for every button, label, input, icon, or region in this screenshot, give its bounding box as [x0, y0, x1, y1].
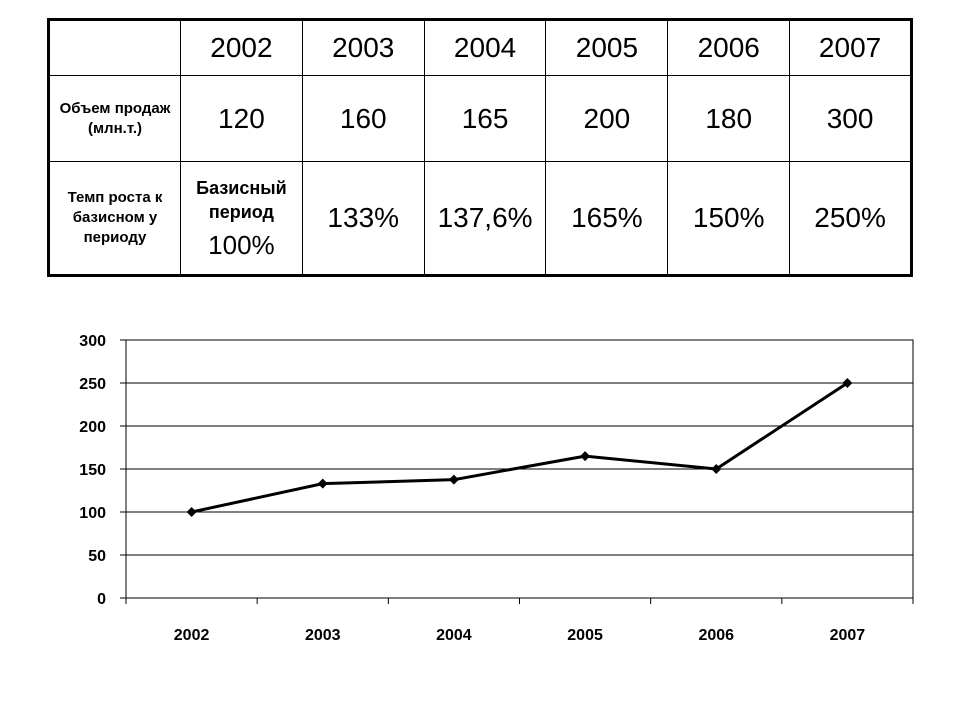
rate-row: Темп роста к базисном у периоду Базисный…	[49, 162, 912, 276]
data-point-marker	[580, 451, 590, 461]
x-tick-label: 2004	[436, 627, 472, 644]
data-table: 2002 2003 2004 2005 2006 2007 Объем прод…	[47, 18, 913, 277]
line-chart: 0 50 100 150 200 250 300 2002 2003 2004 2005 2006 20…	[0, 320, 960, 660]
sales-cell: 180	[668, 76, 790, 162]
x-tick-label: 2005	[567, 627, 603, 644]
sales-cell: 200	[546, 76, 668, 162]
rate-cell: 165%	[546, 162, 668, 276]
sales-cell: 160	[302, 76, 424, 162]
y-tick-label: 300	[79, 333, 106, 350]
year-cell: 2003	[302, 20, 424, 76]
sales-cell: 120	[181, 76, 303, 162]
y-tick-label: 150	[79, 462, 106, 479]
data-point-marker	[187, 507, 197, 517]
data-point-marker	[318, 479, 328, 489]
corner-cell	[49, 20, 181, 76]
y-tick-label: 250	[79, 376, 106, 393]
year-cell: 2005	[546, 20, 668, 76]
year-cell: 2006	[668, 20, 790, 76]
rate-cell: 137,6%	[424, 162, 546, 276]
years-row: 2002 2003 2004 2005 2006 2007	[49, 20, 912, 76]
data-point-marker	[449, 475, 459, 485]
y-tick-label: 200	[79, 419, 106, 436]
base-period-value: 100%	[183, 230, 300, 261]
rate-cell: 133%	[302, 162, 424, 276]
sales-row: Объем продаж (млн.т.) 120 160 165 200 18…	[49, 76, 912, 162]
x-tick-label: 2006	[698, 627, 734, 644]
y-tick-label: 100	[79, 505, 106, 522]
y-tick-label: 0	[97, 591, 106, 608]
base-period-cell: Базисный период 100%	[181, 162, 303, 276]
sales-cell: 165	[424, 76, 546, 162]
rate-cell: 150%	[668, 162, 790, 276]
x-tick-label: 2003	[305, 627, 341, 644]
year-cell: 2002	[181, 20, 303, 76]
rate-label: Темп роста к базисном у периоду	[49, 162, 181, 276]
base-period-label: Базисный период	[183, 176, 300, 224]
sales-cell: 300	[790, 76, 912, 162]
year-cell: 2004	[424, 20, 546, 76]
year-cell: 2007	[790, 20, 912, 76]
rate-cell: 250%	[790, 162, 912, 276]
series-line	[192, 383, 848, 512]
x-tick-label: 2007	[830, 627, 866, 644]
x-tick-label: 2002	[174, 627, 210, 644]
sales-label: Объем продаж (млн.т.)	[49, 76, 181, 162]
y-tick-label: 50	[88, 548, 106, 565]
